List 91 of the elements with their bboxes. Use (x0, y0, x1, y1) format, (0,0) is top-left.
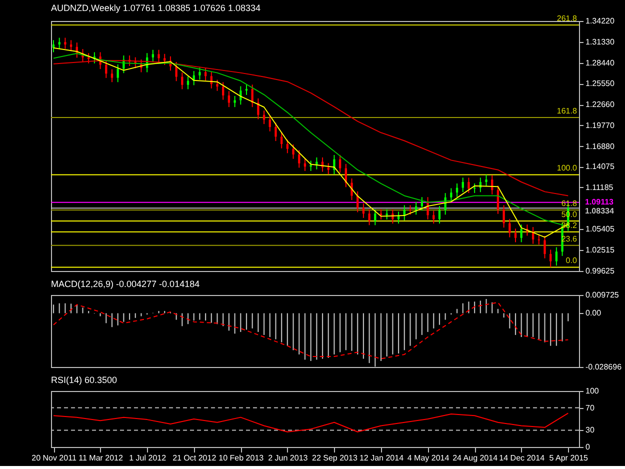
y-tick-label: 0.009725 (586, 290, 620, 300)
candlestick (327, 162, 330, 175)
candlestick (310, 160, 312, 172)
x-tick-label: 24 Aug 2014 (452, 454, 498, 462)
candlestick (175, 61, 178, 82)
candlestick (58, 37, 60, 50)
chart-title: AUDNZD,Weekly 1.07761 1.08385 1.07626 1.08334 (51, 3, 260, 14)
y-tick-label: 1.11185 (586, 182, 614, 192)
chart-title: RSI(14) 60.3500 (51, 375, 118, 385)
y-tick-label: 1.31330 (586, 37, 615, 46)
candlestick (198, 67, 201, 80)
candlestick (444, 192, 446, 216)
candlestick (392, 208, 394, 224)
y-tick-label: 1.28440 (586, 58, 615, 68)
candlestick (292, 144, 294, 160)
y-tick-label: 1.05405 (586, 224, 615, 234)
candlestick (468, 177, 470, 194)
candlestick (555, 246, 558, 266)
y-tick-label: 1.34220 (586, 16, 615, 26)
candlestick (216, 79, 218, 92)
candlestick (204, 67, 207, 81)
candlestick (485, 174, 488, 187)
candlestick (152, 49, 154, 62)
line-series (53, 302, 569, 360)
candlestick (426, 196, 429, 220)
candlestick (164, 53, 166, 66)
y-tick-label: 100 (586, 386, 600, 396)
candlestick (181, 72, 184, 90)
candlestick (110, 68, 114, 83)
candlestick (274, 122, 277, 142)
candlestick (368, 208, 370, 226)
y-tick-label: 1.14075 (586, 162, 615, 172)
y-tick-label: -0.028696 (586, 362, 622, 372)
annotation: 261.8 (556, 14, 578, 24)
candlestick (298, 150, 300, 168)
y-tick-label: 0.00 (586, 308, 602, 318)
annotation: 0.0 (566, 256, 578, 266)
candlestick (268, 114, 271, 132)
candlestick (222, 82, 224, 100)
ref-line-label: 1.08334 (585, 206, 614, 216)
y-tick-label: 1.16880 (586, 142, 615, 151)
candlestick (70, 40, 72, 52)
candlestick (432, 210, 435, 224)
candlestick (508, 218, 511, 238)
y-tick-label: 70 (586, 403, 595, 412)
candlestick (544, 235, 546, 259)
x-tick-label: 11 Mar 2012 (78, 454, 124, 462)
x-tick-label: 4 May 2014 (407, 454, 450, 462)
x-tick-label: 5 Apr 2015 (549, 454, 589, 462)
x-tick-label: 21 Oct 2012 (172, 454, 217, 462)
candlestick (462, 177, 464, 193)
candlestick (420, 196, 424, 212)
candlestick (158, 49, 160, 64)
candlestick (409, 204, 412, 216)
candlestick (186, 76, 190, 90)
candlestick (64, 37, 66, 50)
candlestick (538, 234, 540, 246)
ref-line-label: 1.09113 (585, 197, 614, 206)
x-tick-label: 10 Feb 2013 (218, 454, 264, 462)
y-tick-label: 1.19770 (586, 120, 615, 130)
x-tick-label: 12 Jan 2014 (359, 454, 404, 462)
line-series (53, 412, 569, 432)
candlestick (257, 98, 260, 120)
candlestick (105, 60, 108, 78)
chart-title: MACD(12,26,9) -0.004277 -0.014184 (51, 279, 200, 289)
x-tick-label: 1 Jul 2012 (129, 454, 167, 462)
candlestick (280, 132, 283, 149)
x-tick-label: 22 Sep 2013 (312, 454, 358, 462)
candlestick (550, 249, 552, 268)
candlestick (520, 224, 522, 243)
y-tick-label: 1.02515 (586, 246, 615, 255)
x-tick-label: 20 Nov 2011 (32, 454, 77, 462)
candlestick (514, 228, 517, 243)
candlestick (333, 154, 336, 175)
y-tick-label: 0.99625 (586, 266, 615, 276)
candlestick (374, 208, 376, 226)
annotation: 100.0 (556, 164, 578, 173)
candlestick (350, 178, 353, 201)
x-tick-label: 2 Jun 2013 (268, 454, 308, 462)
y-tick-label: 30 (586, 426, 595, 435)
y-tick-label: 0 (586, 442, 590, 452)
candlestick (450, 188, 452, 202)
candlestick (338, 154, 342, 174)
annotation: 161.8 (556, 106, 578, 116)
candlestick (116, 64, 119, 83)
candlestick (234, 95, 236, 108)
y-tick-label: 1.22660 (586, 100, 615, 110)
x-tick-label: 14 Dec 2014 (499, 454, 546, 462)
candlestick (502, 204, 505, 228)
y-tick-label: 1.25550 (586, 79, 615, 88)
candlestick (286, 139, 289, 154)
